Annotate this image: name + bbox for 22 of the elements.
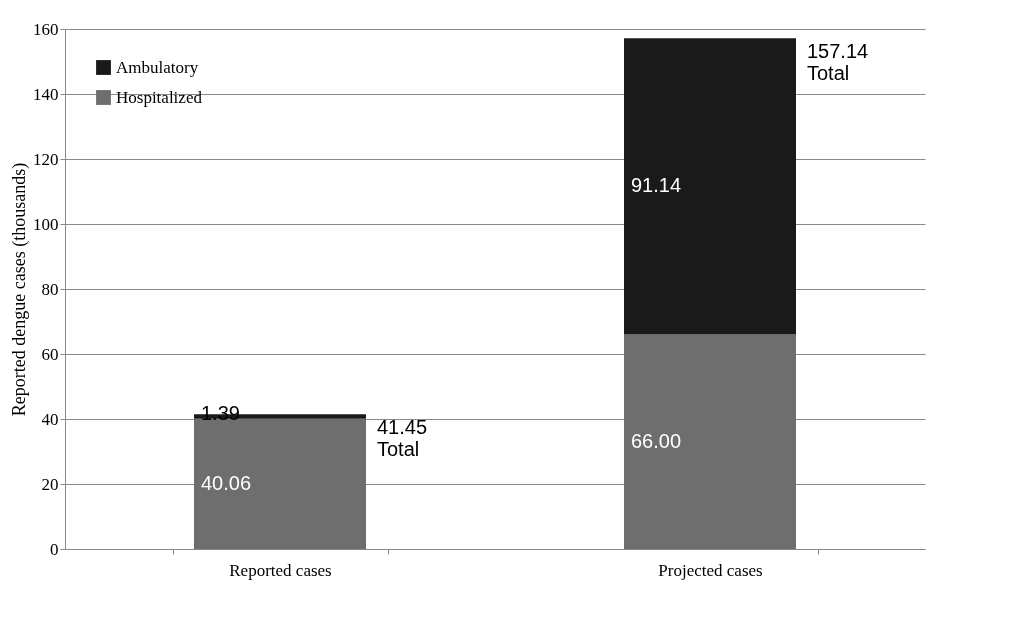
legend-label: Ambulatory [116, 57, 199, 77]
data-label: 91.14 [631, 174, 682, 197]
bar [624, 334, 796, 549]
total-label: 157.14 Total [807, 40, 869, 85]
y-tick-label: 100 [33, 214, 59, 234]
x-tick-label: Projected cases [658, 560, 763, 580]
data-label: 66.00 [631, 429, 682, 452]
y-tick-label: 20 [41, 474, 59, 494]
data-label: 40.06 [201, 471, 252, 494]
y-tick-label: 60 [41, 344, 59, 364]
y-tick-label: 0 [50, 539, 59, 559]
y-tick-label: 120 [33, 149, 59, 169]
y-tick-label: 80 [41, 279, 59, 299]
y-tick-label: 140 [33, 84, 59, 104]
x-tick-label: Reported cases [229, 560, 332, 580]
y-axis-title: Reported dengue cases (thousands) [9, 162, 30, 417]
y-tick-label: 40 [41, 409, 59, 429]
legend-label: Hospitalized [116, 87, 203, 107]
y-tick-label: 160 [33, 19, 59, 39]
bar [194, 418, 366, 549]
total-label: 41.45 Total [377, 416, 428, 461]
bar [624, 38, 796, 335]
